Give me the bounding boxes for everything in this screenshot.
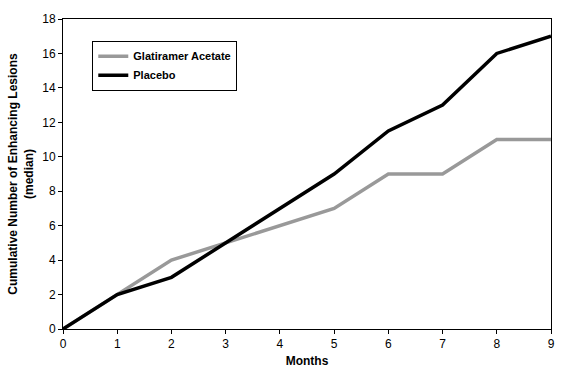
svg-text:3: 3 (222, 337, 229, 351)
svg-text:14: 14 (42, 81, 56, 95)
svg-text:Months: Months (286, 354, 329, 368)
svg-text:5: 5 (331, 337, 338, 351)
svg-text:2: 2 (49, 288, 56, 302)
svg-text:Placebo: Placebo (133, 69, 175, 81)
svg-text:12: 12 (42, 116, 56, 130)
svg-text:1: 1 (114, 337, 121, 351)
svg-text:4: 4 (277, 337, 284, 351)
svg-text:4: 4 (49, 253, 56, 267)
svg-text:8: 8 (49, 184, 56, 198)
svg-text:0: 0 (60, 337, 67, 351)
svg-text:6: 6 (385, 337, 392, 351)
svg-text:18: 18 (42, 12, 56, 26)
svg-text:0: 0 (49, 322, 56, 336)
svg-text:16: 16 (42, 47, 56, 61)
svg-text:2: 2 (168, 337, 175, 351)
svg-text:9: 9 (548, 337, 555, 351)
svg-text:Cumulative Number of Enhancing: Cumulative Number of Enhancing Lesions(m… (6, 53, 36, 295)
svg-text:6: 6 (49, 219, 56, 233)
svg-text:7: 7 (439, 337, 446, 351)
svg-text:10: 10 (42, 150, 56, 164)
svg-text:Glatiramer Acetate: Glatiramer Acetate (133, 50, 230, 62)
svg-text:8: 8 (493, 337, 500, 351)
